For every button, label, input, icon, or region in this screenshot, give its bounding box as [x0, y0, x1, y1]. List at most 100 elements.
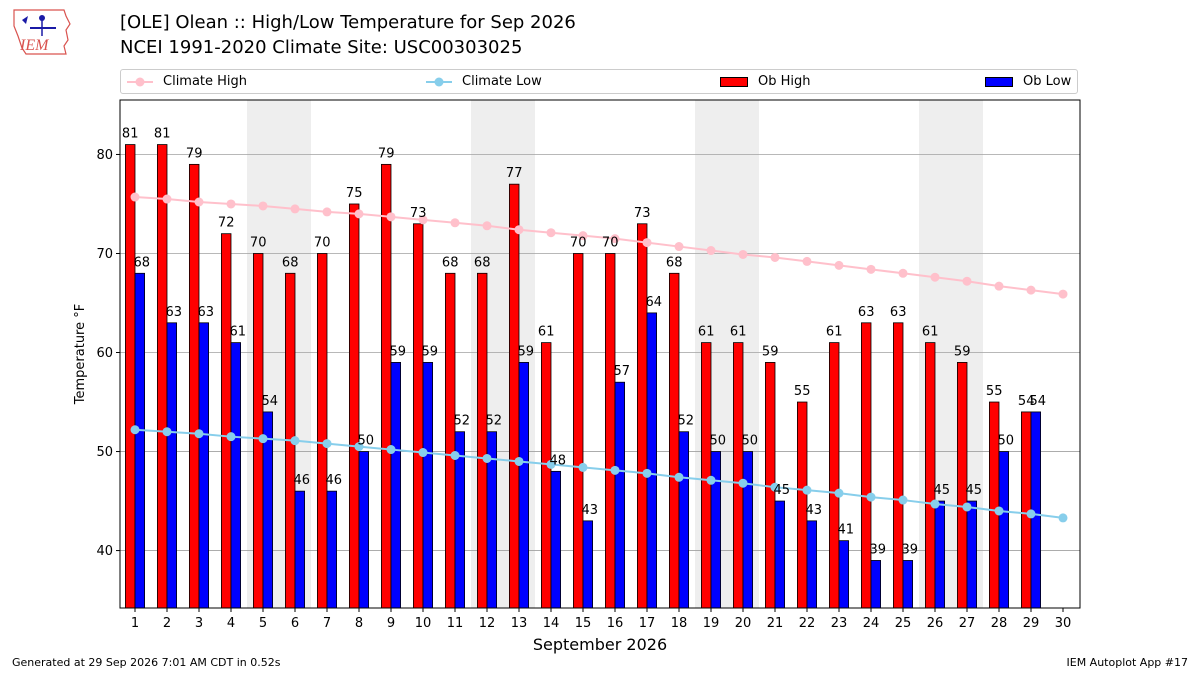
- ob-high-label-29: 54: [1018, 394, 1035, 409]
- climate-high-point-17: [642, 238, 652, 248]
- ob-high-bar-7: [316, 253, 328, 609]
- ob-low-label-24: 39: [870, 542, 887, 557]
- ob-high-bar-16: [605, 253, 616, 609]
- chart-title: [OLE] Olean :: High/Low Temperature for …: [120, 12, 576, 33]
- climate-low-point-7: [322, 439, 332, 449]
- y-tick-label-40: 40: [96, 544, 113, 559]
- ob-high-label-10: 73: [410, 206, 427, 221]
- ob-low-bar-6: [294, 490, 306, 609]
- climate-low-point-19: [706, 475, 716, 485]
- ob-low-label-20: 50: [742, 434, 759, 449]
- ob-low-label-29: 54: [1030, 394, 1047, 409]
- legend-item-ob-high: Ob High: [720, 70, 811, 93]
- ob-low-bar-20: [742, 451, 754, 609]
- climate-low-point-10: [418, 448, 428, 458]
- ob-low-bar-1: [134, 272, 146, 609]
- ob-low-bar-13: [518, 362, 530, 609]
- x-tick-label-5: 5: [259, 616, 267, 631]
- ob-high-bar-12: [476, 272, 488, 609]
- x-tick-label-3: 3: [195, 616, 203, 631]
- y-tick-label-60: 60: [96, 346, 113, 361]
- climate-low-point-5: [258, 434, 268, 444]
- x-tick-label-19: 19: [703, 616, 720, 631]
- ob-low-label-2: 63: [166, 305, 183, 320]
- ob-high-bar-5: [252, 253, 264, 609]
- ob-high-label-24: 63: [858, 305, 875, 320]
- ob-low-bar-14: [550, 470, 562, 609]
- ob-low-bar-22: [806, 520, 818, 609]
- ob-low-label-5: 54: [262, 394, 279, 409]
- ob-high-label-25: 63: [890, 305, 907, 320]
- x-tick-label-15: 15: [575, 616, 592, 631]
- x-tick-label-2: 2: [163, 616, 171, 631]
- x-axis-label: September 2026: [533, 635, 667, 654]
- legend-label-climate-high: Climate High: [163, 74, 248, 89]
- ob-high-swatch: [720, 76, 748, 87]
- climate-high-point-30: [1058, 289, 1068, 299]
- x-tick-label-17: 17: [639, 616, 656, 631]
- ob-low-label-26: 45: [934, 483, 951, 498]
- ob-low-label-18: 52: [678, 414, 695, 429]
- climate-low-point-18: [674, 472, 684, 482]
- climate-high-point-1: [130, 192, 140, 202]
- y-tick-label-70: 70: [96, 247, 113, 262]
- ob-high-bar-8: [348, 203, 360, 609]
- ob-high-label-9: 79: [378, 146, 395, 161]
- ob-low-bar-26: [934, 500, 946, 609]
- ob-low-label-9: 59: [390, 344, 407, 359]
- ob-low-bar-15: [582, 520, 594, 609]
- ob-high-label-13: 77: [506, 166, 523, 181]
- climate-high-point-24: [866, 264, 876, 274]
- x-tick-label-8: 8: [355, 616, 363, 631]
- x-tick-label-4: 4: [227, 616, 235, 631]
- ob-low-label-11: 52: [454, 414, 471, 429]
- x-tick-label-20: 20: [735, 616, 752, 631]
- climate-high-point-18: [674, 242, 684, 252]
- climate-high-point-7: [322, 207, 332, 217]
- ob-low-label-16: 57: [614, 364, 631, 379]
- x-tick-label-25: 25: [895, 616, 912, 631]
- climate-low-point-22: [802, 485, 812, 495]
- ob-high-label-14: 61: [538, 325, 555, 340]
- climate-high-point-3: [194, 197, 204, 207]
- climate-high-point-16: [610, 234, 620, 244]
- x-tick-label-7: 7: [323, 616, 331, 631]
- x-tick-label-22: 22: [799, 616, 816, 631]
- ob-high-label-21: 59: [762, 344, 779, 359]
- climate-high-point-19: [706, 246, 716, 256]
- ob-high-label-19: 61: [698, 325, 715, 340]
- climate-low-point-30: [1058, 513, 1068, 523]
- ob-high-bar-13: [508, 183, 520, 609]
- footer-generated: Generated at 29 Sep 2026 7:01 AM CDT in …: [12, 656, 281, 669]
- climate-low-point-23: [834, 488, 844, 498]
- ob-low-bar-23: [838, 540, 850, 609]
- ob-low-bar-25: [902, 560, 914, 609]
- ob-low-label-4: 61: [230, 325, 247, 340]
- ob-high-bar-9: [380, 163, 392, 609]
- climate-high-point-11: [450, 218, 460, 228]
- ob-low-label-13: 59: [518, 344, 535, 359]
- climate-high-point-29: [1026, 285, 1036, 295]
- climate-high-point-13: [514, 225, 524, 235]
- ob-high-label-20: 61: [730, 325, 747, 340]
- ob-low-label-21: 45: [774, 483, 791, 498]
- ob-high-label-11: 68: [442, 255, 459, 270]
- x-tick-label-9: 9: [387, 616, 395, 631]
- ob-low-bar-17: [646, 312, 658, 609]
- ob-low-label-8: 50: [358, 434, 375, 449]
- climate-low-point-3: [194, 429, 204, 439]
- x-tick-label-18: 18: [671, 616, 688, 631]
- ob-high-label-15: 70: [570, 235, 587, 250]
- climate-low-point-14: [546, 459, 556, 469]
- ob-low-bar-27: [966, 500, 978, 609]
- climate-high-point-10: [418, 215, 428, 225]
- climate-low-point-28: [994, 506, 1004, 516]
- climate-high-point-5: [258, 201, 268, 211]
- climate-high-line: [134, 196, 1064, 296]
- climate-low-swatch: [426, 77, 452, 86]
- climate-low-line: [134, 428, 1064, 519]
- ob-high-label-27: 59: [954, 344, 971, 359]
- ob-low-label-1: 68: [134, 255, 151, 270]
- svg-text:IEM: IEM: [19, 37, 50, 54]
- climate-low-point-29: [1026, 509, 1036, 519]
